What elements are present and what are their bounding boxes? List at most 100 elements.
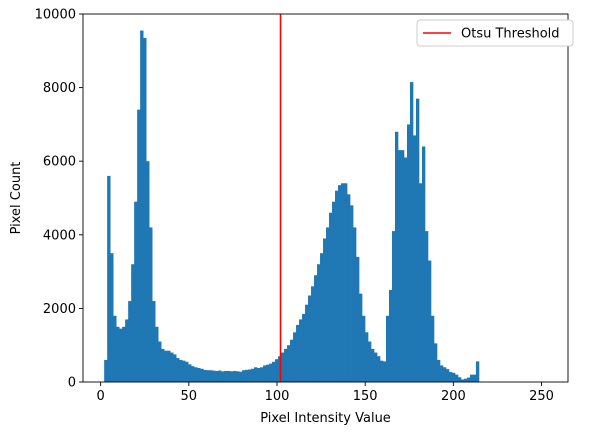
histogram-bar xyxy=(362,315,366,382)
histogram-bar xyxy=(359,293,363,382)
histogram-bars xyxy=(104,30,480,383)
histogram-bar xyxy=(323,238,327,382)
histogram-bar xyxy=(371,348,375,382)
histogram-bar xyxy=(158,341,162,382)
y-tick-label: 4000 xyxy=(43,228,76,243)
y-axis-ticks: 0 2000 4000 6000 8000 10000 xyxy=(35,8,83,391)
histogram-bar xyxy=(116,326,120,382)
histogram-bar xyxy=(164,350,168,382)
histogram-bar xyxy=(374,352,378,382)
histogram-bar xyxy=(125,319,129,382)
legend-threshold-label: Otsu Threshold xyxy=(461,27,560,42)
histogram-bar xyxy=(430,315,435,382)
histogram-bar xyxy=(350,205,354,382)
histogram-bar xyxy=(260,367,264,382)
histogram-bar xyxy=(197,368,201,382)
histogram-bar xyxy=(224,370,228,382)
histogram-bar xyxy=(353,227,357,382)
histogram-bar xyxy=(308,295,312,382)
histogram-bar xyxy=(296,324,300,382)
histogram-bar xyxy=(368,341,372,382)
histogram-bar xyxy=(110,253,114,382)
histogram-bar xyxy=(275,359,279,382)
histogram-bar xyxy=(107,175,111,382)
histogram-bar xyxy=(122,326,126,382)
histogram-bar xyxy=(140,30,144,383)
histogram-bar xyxy=(412,135,417,382)
histogram-bar xyxy=(347,194,351,382)
histogram-bar xyxy=(326,227,330,382)
histogram-bar xyxy=(427,260,432,382)
histogram-bar xyxy=(448,372,453,382)
histogram-bar xyxy=(230,371,234,382)
histogram-bar xyxy=(320,253,324,382)
histogram-bar xyxy=(263,365,267,382)
histogram-bar xyxy=(254,367,258,382)
histogram-bar xyxy=(281,352,285,382)
histogram-bar xyxy=(131,264,135,382)
histogram-bar xyxy=(406,124,411,383)
histogram-bar xyxy=(365,332,369,382)
histogram-bar xyxy=(403,157,408,382)
histogram-bar xyxy=(236,371,240,382)
histogram-bar xyxy=(397,150,402,382)
histogram-bar xyxy=(128,301,132,382)
histogram-bar xyxy=(436,359,441,382)
x-tick-label: 150 xyxy=(353,389,378,404)
histogram-bar xyxy=(290,339,294,382)
histogram-bar xyxy=(445,369,450,382)
histogram-bar xyxy=(242,370,246,382)
histogram-bar xyxy=(424,231,429,382)
histogram-bar xyxy=(457,377,462,382)
x-axis-label: Pixel Intensity Value xyxy=(260,411,391,426)
histogram-bar xyxy=(161,348,165,382)
histogram-bar xyxy=(451,372,456,382)
y-tick-label: 6000 xyxy=(43,155,76,170)
histogram-bar xyxy=(206,370,210,382)
histogram-bar xyxy=(170,352,174,382)
x-tick-label: 250 xyxy=(529,389,554,404)
histogram-bar xyxy=(421,146,426,382)
histogram-bar xyxy=(305,304,309,382)
histogram-bar xyxy=(269,363,273,382)
histogram-bar xyxy=(233,370,237,382)
histogram-bar xyxy=(239,371,243,382)
histogram-bar xyxy=(388,290,393,382)
histogram-bar xyxy=(302,313,306,382)
histogram-bar xyxy=(469,374,474,382)
histogram-bar xyxy=(227,370,231,382)
histogram-bar xyxy=(391,231,396,382)
histogram-bar xyxy=(167,350,171,382)
x-tick-label: 200 xyxy=(441,389,466,404)
histogram-bar xyxy=(338,185,342,382)
histogram-bar xyxy=(433,343,438,382)
histogram-bar xyxy=(257,368,261,382)
histogram-bar xyxy=(266,364,270,382)
histogram-bar xyxy=(382,361,387,382)
histogram-bar xyxy=(415,98,420,382)
histogram-bar xyxy=(134,201,138,382)
histogram-bar xyxy=(248,369,252,382)
legend-box xyxy=(416,19,574,47)
histogram-bar xyxy=(209,370,213,382)
histogram-bar xyxy=(400,150,405,382)
y-tick-label: 0 xyxy=(68,376,76,391)
histogram-bar xyxy=(394,131,399,382)
x-tick-label: 50 xyxy=(181,389,198,404)
histogram-bar xyxy=(379,360,384,382)
histogram-bar xyxy=(173,354,177,382)
histogram-bar xyxy=(203,369,207,382)
histogram-bar xyxy=(460,379,465,382)
histogram-bar xyxy=(149,227,153,382)
histogram-bar xyxy=(311,286,315,382)
histogram-bar xyxy=(287,345,291,382)
histogram-bar xyxy=(200,368,204,382)
x-tick-label: 0 xyxy=(96,389,104,404)
legend: Otsu Threshold xyxy=(416,19,574,47)
histogram-bar xyxy=(176,358,180,382)
histogram-bar xyxy=(439,365,444,382)
histogram-bar xyxy=(284,348,288,382)
histogram-bar xyxy=(143,37,147,383)
histogram-bar xyxy=(356,256,360,382)
